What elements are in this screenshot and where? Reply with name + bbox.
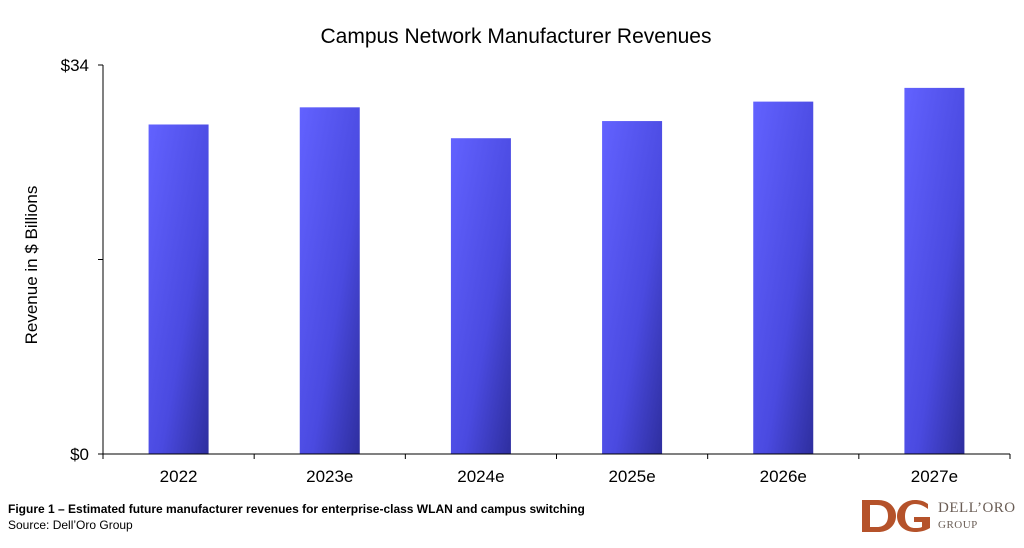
- y-tick-label: $34: [61, 56, 89, 75]
- chart-title: Campus Network Manufacturer Revenues: [320, 25, 711, 48]
- figure-caption: Figure 1 – Estimated future manufacturer…: [8, 502, 585, 516]
- x-tick-label: 2025e: [608, 467, 655, 486]
- logo-text: DELL’ORO GROUP: [938, 500, 1016, 534]
- logo-line-2: GROUP: [938, 519, 978, 531]
- bar-2024e: [450, 138, 511, 455]
- x-tick-label: 2027e: [911, 467, 958, 486]
- x-tick-label: 2024e: [457, 467, 504, 486]
- bar-2025e: [602, 121, 663, 454]
- x-tick-label: 2022: [160, 467, 198, 486]
- delloro-logo: DELL’ORO GROUP: [858, 496, 1018, 540]
- figure-source: Source: Dell’Oro Group: [8, 518, 133, 532]
- bar-2027e: [904, 87, 965, 454]
- y-axis-label: Revenue in $ Billions: [22, 186, 41, 345]
- logo-line-1: DELL’ORO: [938, 500, 1016, 516]
- bar-2022: [148, 124, 209, 455]
- logo-mark-icon: [862, 500, 930, 532]
- bar-chart: Campus Network Manufacturer Revenues Rev…: [22, 25, 1011, 486]
- x-tick-label: 2026e: [760, 467, 807, 486]
- bar-2023e: [299, 107, 360, 455]
- y-tick-label: $0: [70, 445, 89, 464]
- bar-2026e: [753, 101, 814, 455]
- x-tick-label: 2023e: [306, 467, 353, 486]
